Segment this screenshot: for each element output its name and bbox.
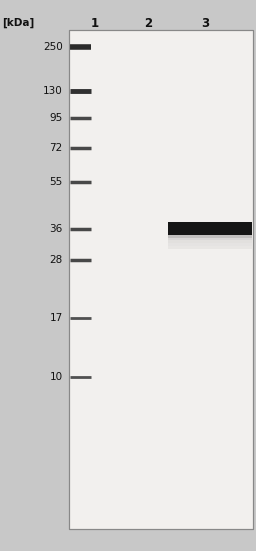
Text: [kDa]: [kDa] [3,18,35,28]
Text: 130: 130 [43,86,63,96]
Text: 1: 1 [91,17,99,30]
Bar [168,240,252,243]
Text: 2: 2 [144,17,153,30]
Text: 95: 95 [49,114,63,123]
Text: 10: 10 [50,372,63,382]
Bar [168,237,252,240]
Bar [168,243,252,246]
Bar [168,235,252,237]
Text: 72: 72 [49,143,63,153]
Text: 28: 28 [49,255,63,265]
Bar [168,223,252,235]
Bar [69,30,253,529]
Text: 36: 36 [49,224,63,234]
Text: 3: 3 [201,17,209,30]
Text: 17: 17 [49,314,63,323]
Text: 250: 250 [43,42,63,52]
Bar [168,246,252,249]
Text: 55: 55 [49,177,63,187]
Bar [69,30,253,529]
